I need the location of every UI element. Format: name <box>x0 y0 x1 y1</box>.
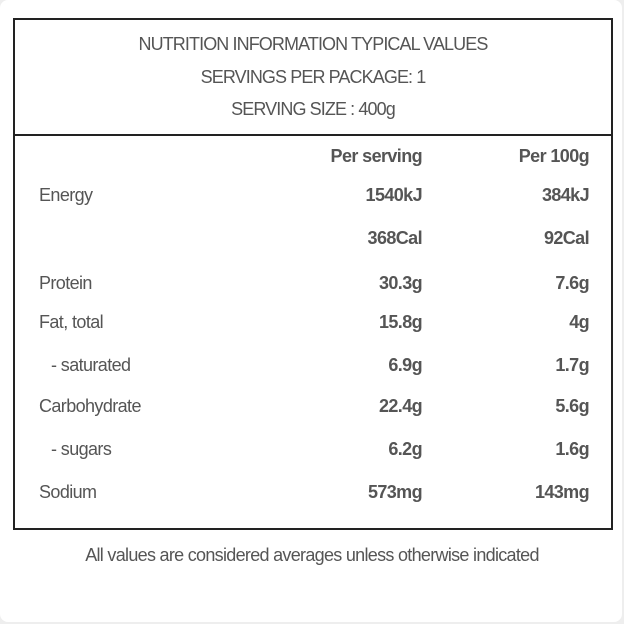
table-row: - sugars 6.2g 1.6g <box>15 439 611 463</box>
per-100g-header: Per 100g <box>518 146 590 166</box>
per-100g-value: 4g <box>569 312 589 332</box>
row-label: Protein <box>39 273 92 293</box>
per-100g-value: 1.7g <box>555 355 589 375</box>
per-100g-value: 7.6g <box>555 273 589 293</box>
servings-per-package: SERVINGS PER PACKAGE: 1 <box>200 67 427 87</box>
per-serving-value: 1540kJ <box>365 185 423 205</box>
row-label: - sugars <box>51 439 112 459</box>
table-row: 368Cal 92Cal <box>15 228 611 252</box>
table-row: - saturated 6.9g 1.7g <box>15 355 611 379</box>
row-label: Fat, total <box>39 312 104 332</box>
per-100g-value: 143mg <box>534 482 590 502</box>
per-serving-value: 22.4g <box>378 396 423 416</box>
per-100g-value: 5.6g <box>555 396 589 416</box>
per-100g-value: 384kJ <box>541 185 590 205</box>
row-label: - saturated <box>51 355 131 375</box>
nutrition-table: NUTRITION INFORMATION TYPICAL VALUES SER… <box>13 18 613 530</box>
per-100g-value: 1.6g <box>555 439 589 459</box>
table-row: Carbohydrate 22.4g 5.6g <box>15 396 611 420</box>
table-header: NUTRITION INFORMATION TYPICAL VALUES SER… <box>15 20 611 136</box>
table-title: NUTRITION INFORMATION TYPICAL VALUES <box>138 34 489 54</box>
row-label: Energy <box>39 185 93 205</box>
table-row: Protein 30.3g 7.6g <box>15 273 611 297</box>
serving-size: SERVING SIZE : 400g <box>231 99 396 119</box>
per-serving-value: 573mg <box>367 482 423 502</box>
per-serving-value: 15.8g <box>378 312 423 332</box>
per-serving-value: 6.2g <box>388 439 422 459</box>
per-serving-value: 30.3g <box>378 273 423 293</box>
per-100g-value: 92Cal <box>543 228 590 248</box>
table-row: Sodium 573mg 143mg <box>15 482 611 506</box>
table-row: Fat, total 15.8g 4g <box>15 312 611 336</box>
per-serving-value: 6.9g <box>388 355 422 375</box>
row-label: Sodium <box>39 482 97 502</box>
per-serving-header: Per serving <box>330 146 423 166</box>
footer-note: All values are considered averages unles… <box>85 545 539 565</box>
table-row: Energy 1540kJ 384kJ <box>15 185 611 209</box>
row-label: Carbohydrate <box>39 396 141 416</box>
column-headers: Per serving Per 100g <box>15 146 611 170</box>
per-serving-value: 368Cal <box>367 228 423 248</box>
